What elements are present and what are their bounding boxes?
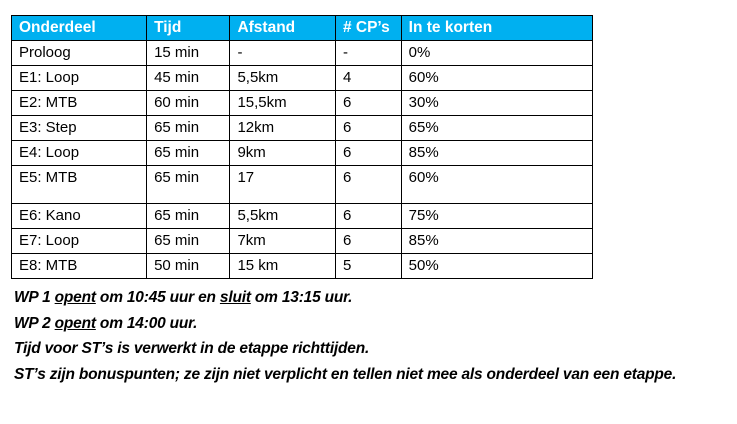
table-cell: 5,5km — [229, 203, 336, 229]
note-line: ST’s zijn bonuspunten; ze zijn niet verp… — [14, 362, 729, 388]
column-header: In te korten — [400, 15, 594, 41]
column-header: # CP’s — [334, 15, 402, 41]
table-cell: 7km — [229, 228, 336, 254]
table-cell: 5,5km — [229, 65, 336, 91]
notes: WP 1 opent om 10:45 uur en sluit om 13:1… — [14, 285, 729, 387]
table-cell: 65 min — [146, 228, 231, 254]
table-row: E2: MTB 60 min 15,5km 6 30% — [10, 90, 594, 116]
table-cell: 65 min — [146, 203, 231, 229]
table-cell: 85% — [400, 228, 594, 254]
table-row: E1: Loop 45 min 5,5km 4 60% — [10, 65, 594, 91]
table-cell: 60% — [400, 165, 594, 204]
table-cell: 6 — [334, 90, 402, 116]
table-cell: 0% — [400, 40, 594, 66]
table-row: E8: MTB 50 min 15 km 5 50% — [10, 253, 594, 279]
table-cell: 60 min — [146, 90, 231, 116]
note-text: WP 1 — [14, 289, 55, 306]
note-text: Tijd voor ST’s is verwerkt in de etappe … — [14, 340, 370, 357]
table-cell: 50 min — [146, 253, 231, 279]
table-cell: 6 — [334, 165, 402, 204]
table-cell: 65 min — [146, 115, 231, 141]
table-row: E4: Loop 65 min 9km 6 85% — [10, 140, 594, 166]
column-header: Afstand — [229, 15, 336, 41]
underlined-text: sluit — [219, 289, 251, 306]
table-row: E7: Loop 65 min 7km 6 85% — [10, 228, 594, 254]
table-cell: 5 — [334, 253, 402, 279]
column-header: Onderdeel — [10, 15, 148, 41]
table-cell: 6 — [334, 228, 402, 254]
table-cell: 50% — [400, 253, 594, 279]
table-cell: E2: MTB — [10, 90, 148, 116]
table-cell: E6: Kano — [10, 203, 148, 229]
table-row: E6: Kano 65 min 5,5km 6 75% — [10, 203, 594, 229]
note-text: om 10:45 uur en — [95, 289, 220, 306]
table-cell: 6 — [334, 203, 402, 229]
table-cell: E4: Loop — [10, 140, 148, 166]
table-cell: 15 min — [146, 40, 231, 66]
table-cell: 60% — [400, 65, 594, 91]
table-cell: 75% — [400, 203, 594, 229]
note-text: om 13:15 uur. — [250, 289, 353, 306]
note-line: Tijd voor ST’s is verwerkt in de etappe … — [14, 336, 729, 362]
table-cell: E8: MTB — [10, 253, 148, 279]
table-cell: - — [229, 40, 336, 66]
table-header-row: Onderdeel Tijd Afstand # CP’s In te korten — [10, 15, 594, 41]
note-line: WP 1 opent om 10:45 uur en sluit om 13:1… — [14, 285, 729, 311]
column-header: Tijd — [146, 15, 231, 41]
table-row: E5: MTB 65 min 17 6 60% — [10, 165, 594, 204]
schedule-table: Onderdeel Tijd Afstand # CP’s In te korten P… — [10, 15, 594, 279]
note-text: om 14:00 uur. — [95, 314, 198, 332]
note-text: WP 2 — [14, 314, 55, 332]
table-cell: 15 km — [229, 253, 336, 279]
table-cell: E1: Loop — [10, 65, 148, 91]
table-cell: 6 — [334, 140, 402, 166]
table-cell: 4 — [334, 65, 402, 91]
note-line: WP 2 opent om 14:00 uur. — [14, 311, 729, 337]
table-cell: 15,5km — [229, 90, 336, 116]
table-cell: E7: Loop — [10, 228, 148, 254]
underlined-text: opent — [54, 314, 96, 332]
table-row: E3: Step 65 min 12km 6 65% — [10, 115, 594, 141]
table-cell: 65 min — [146, 140, 231, 166]
note-text: ST’s zijn bonuspunten; ze zijn niet verp… — [14, 365, 677, 383]
table-cell: E3: Step — [10, 115, 148, 141]
table-cell: Proloog — [10, 40, 148, 66]
table-cell: 12km — [229, 115, 336, 141]
table-cell: 30% — [400, 90, 594, 116]
table-cell: 65 min — [146, 165, 231, 204]
underlined-text: opent — [54, 289, 96, 306]
table-cell: 45 min — [146, 65, 231, 91]
table-cell: 9km — [229, 140, 336, 166]
table-cell: 85% — [400, 140, 594, 166]
table-cell: 17 — [229, 165, 336, 204]
table-row: Proloog 15 min - -0% — [10, 40, 594, 66]
table-cell: 65% — [400, 115, 594, 141]
table-cell: 6 — [334, 115, 402, 141]
table-cell: E5: MTB — [10, 165, 148, 204]
table-cell: - — [334, 40, 402, 66]
